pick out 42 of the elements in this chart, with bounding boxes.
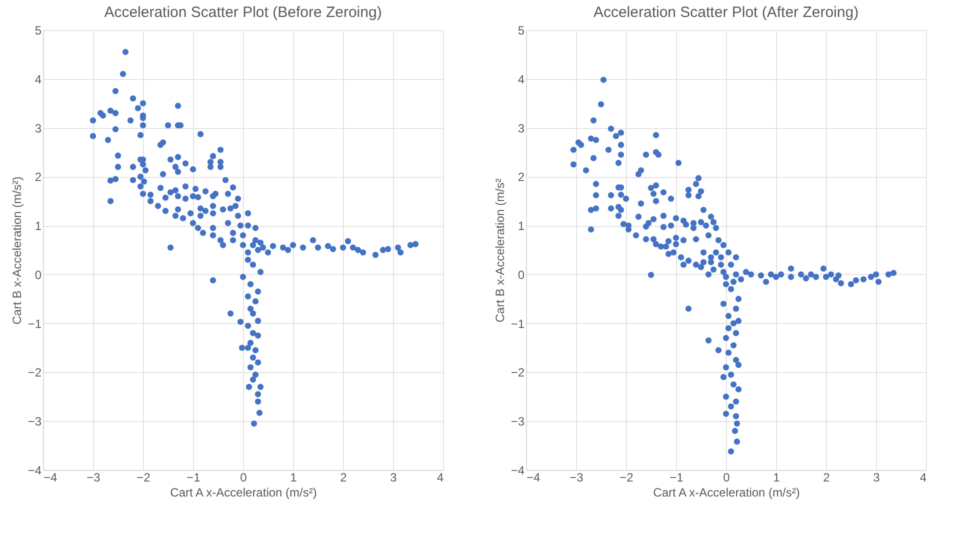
- x-axis-title: Cart A x-Acceleration (m/s²): [653, 486, 800, 500]
- x-tick-label: 4: [920, 470, 927, 484]
- y-tick-label: 1: [34, 219, 42, 234]
- x-tick-label: −1: [670, 470, 684, 484]
- y-axis-title: Cart B x-Acceleration (m/s²): [10, 176, 24, 325]
- y-tick-label: −1: [28, 316, 42, 331]
- x-tick-label: 3: [390, 470, 398, 484]
- x-tick-label: −2: [620, 470, 634, 484]
- x-tick-label: −3: [570, 470, 584, 484]
- x-tick-label: −1: [186, 470, 201, 484]
- y-tick-label: 5: [518, 24, 525, 38]
- x-axis-title: Cart A x-Acceleration (m/s²): [170, 486, 317, 500]
- y-tick-label: 1: [518, 219, 525, 234]
- x-tick-label: 3: [873, 470, 880, 484]
- x-tick-label: 0: [240, 470, 248, 484]
- x-tick-label: 2: [823, 470, 830, 484]
- x-tick-label: 4: [436, 470, 444, 484]
- x-tick-label: −2: [136, 470, 151, 484]
- x-tick-label: −4: [44, 470, 58, 484]
- y-tick-label: 5: [34, 24, 42, 38]
- y-tick-label: −3: [28, 414, 42, 429]
- x-tick-label: −3: [86, 470, 101, 484]
- y-tick-label: 4: [518, 72, 525, 86]
- y-tick-label: 0: [34, 268, 42, 282]
- y-tick-label: 0: [518, 268, 525, 282]
- chart-title: Acceleration Scatter Plot (Before Zeroing): [104, 4, 382, 21]
- y-tick-label: 3: [34, 121, 42, 136]
- x-tick-label: 1: [773, 470, 780, 484]
- x-tick-label: 2: [340, 470, 348, 484]
- y-tick-label: −2: [510, 366, 525, 380]
- y-tick-label: 3: [518, 121, 525, 136]
- y-axis-title: Cart B x-Acceleration (m/s²: [492, 178, 507, 323]
- y-tick-label: 2: [34, 170, 42, 184]
- y-tick-label: −3: [510, 414, 525, 429]
- y-tick-label: 4: [34, 72, 42, 86]
- chart-title: Acceleration Scatter Plot (After Zeroing): [593, 4, 859, 21]
- y-tick-label: −2: [28, 366, 42, 380]
- y-tick-label: −1: [510, 316, 525, 331]
- y-tick-label: 2: [518, 170, 525, 184]
- x-tick-label: 0: [723, 470, 730, 484]
- x-tick-label: 1: [290, 470, 298, 484]
- x-tick-label: −4: [526, 470, 541, 484]
